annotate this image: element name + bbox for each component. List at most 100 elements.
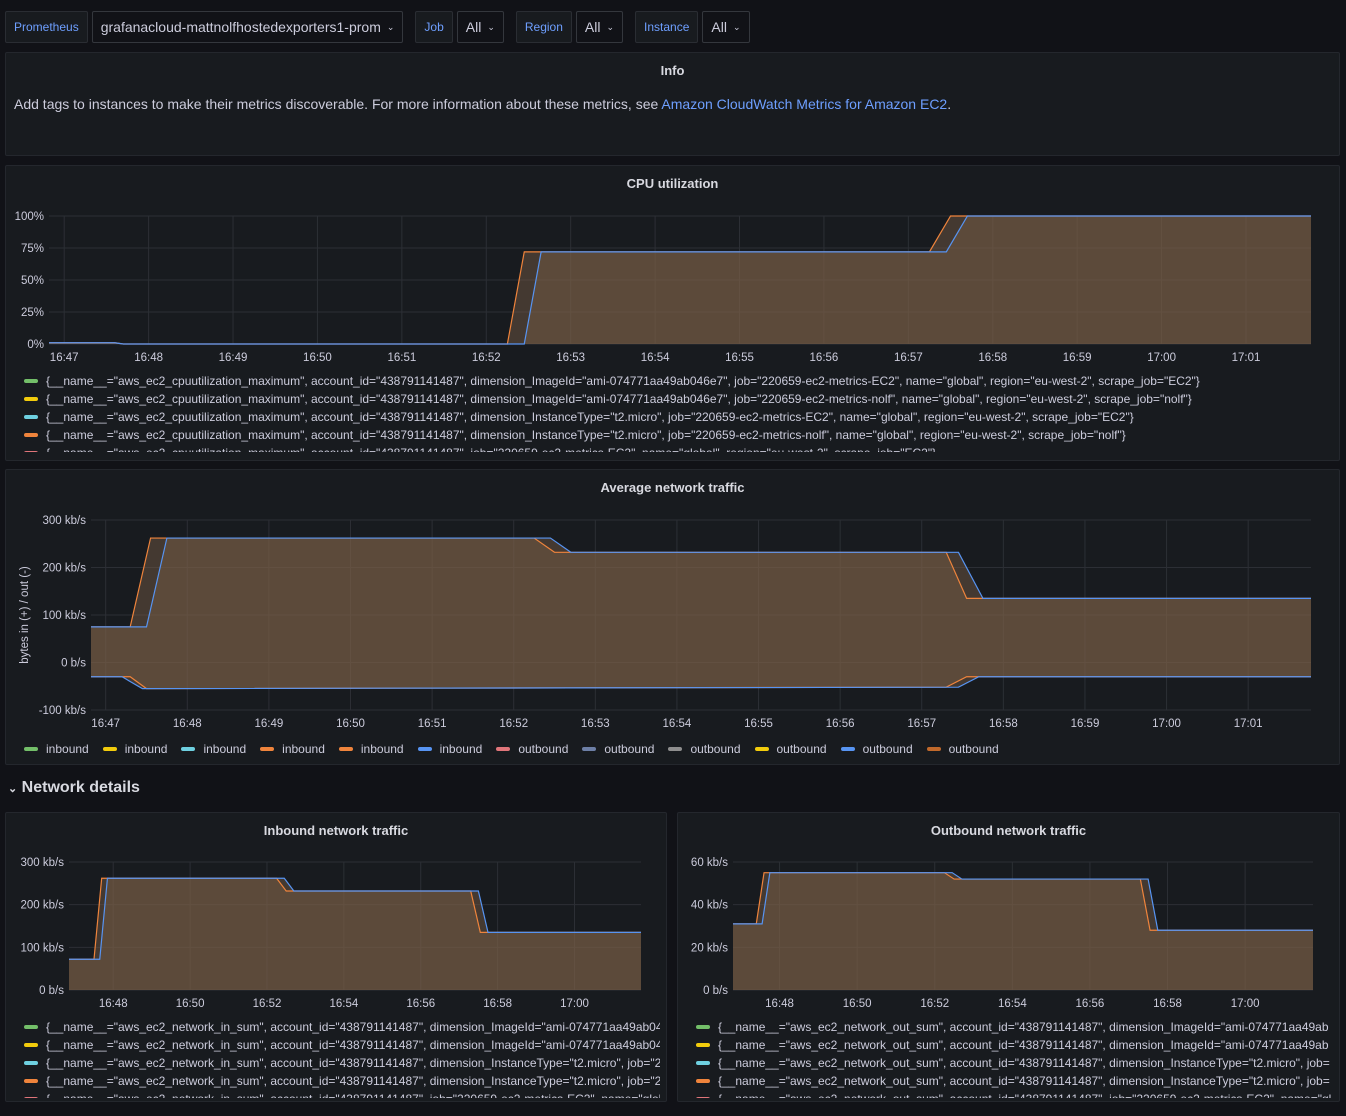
outbound-blue-area — [91, 662, 1311, 689]
legend-item[interactable]: inbound — [181, 740, 246, 758]
legend-item[interactable]: {__name__="aws_ec2_network_in_sum", acco… — [24, 1054, 660, 1072]
in-orange-area — [69, 878, 641, 990]
cpu-blue-area — [49, 216, 1311, 344]
region-select[interactable]: All ⌄ — [575, 11, 624, 43]
x-tick-label: 16:57 — [907, 718, 936, 730]
job-select[interactable]: All ⌄ — [456, 11, 504, 43]
x-tick-label: 16:59 — [1071, 718, 1100, 730]
legend-item[interactable]: {__name__="aws_ec2_cpuutilization_maximu… — [24, 372, 1334, 390]
panel-title: Inbound network traffic — [263, 823, 409, 838]
inbound-network-panel: Inbound network traffic 300 kb/s 200 kb/s… — [5, 812, 667, 1102]
variables-bar: Prometheus grafanacloud-mattnolfhostedex… — [5, 11, 762, 43]
legend-swatch — [24, 415, 38, 419]
legend-item[interactable]: outbound — [926, 740, 999, 758]
legend-item[interactable]: {__name__="aws_ec2_network_in_sum", acco… — [24, 1090, 660, 1098]
info-text: Add tags to instances to make their metr… — [14, 96, 1331, 112]
instance-value: All — [711, 19, 727, 35]
legend-item[interactable]: outbound — [754, 740, 827, 758]
y-tick-label: 40 kb/s — [691, 900, 728, 912]
legend-label: {__name__="aws_ec2_cpuutilization_maximu… — [46, 410, 1134, 424]
region-label: Region — [515, 11, 572, 43]
x-tick-label: 16:55 — [744, 718, 773, 730]
legend-item[interactable]: {__name__="aws_ec2_cpuutilization_maximu… — [24, 426, 1334, 444]
y-tick-label: 100% — [15, 211, 44, 223]
inbound-orange-line — [91, 537, 1311, 628]
cpu-utilization-panel: CPU utilization 100% 75% 50% 25% 0% 16:47 16:4… — [5, 165, 1340, 461]
x-tick-label: 16:54 — [329, 998, 358, 1010]
y-tick-label: 25% — [21, 307, 44, 319]
legend-item[interactable]: inbound — [417, 740, 482, 758]
y-tick-label: 300 kb/s — [43, 515, 87, 527]
legend-item[interactable]: {__name__="aws_ec2_network_out_sum", acc… — [696, 1072, 1332, 1090]
legend-swatch — [24, 379, 38, 383]
legend-label: outbound — [604, 742, 655, 756]
legend-swatch — [696, 1061, 710, 1065]
x-tick-label: 16:59 — [1063, 352, 1092, 364]
legend-label: inbound — [124, 742, 168, 756]
legend-label: outbound — [776, 742, 827, 756]
legend-swatch — [24, 747, 38, 751]
instance-label: Instance — [635, 11, 699, 43]
x-tick-label: 16:52 — [253, 998, 282, 1010]
legend-item[interactable]: {__name__="aws_ec2_cpuutilization_maximu… — [24, 408, 1334, 426]
legend-item[interactable]: inbound — [24, 740, 89, 758]
in-blue-line — [69, 877, 641, 960]
legend-item[interactable]: inbound — [338, 740, 404, 758]
x-tick-label: 16:49 — [255, 718, 284, 730]
y-tick-label: -100 kb/s — [39, 705, 87, 717]
x-tick-label: 16:50 — [303, 352, 332, 364]
legend-swatch — [696, 1079, 710, 1083]
x-tick-label: 17:00 — [1231, 998, 1260, 1010]
datasource-select[interactable]: grafanacloud-mattnolfhostedexporters1-pr… — [91, 11, 404, 43]
legend-item[interactable]: outbound — [840, 740, 913, 758]
cpu-legend: {__name__="aws_ec2_cpuutilization_maximu… — [24, 372, 1334, 452]
legend-item[interactable]: {__name__="aws_ec2_cpuutilization_maximu… — [24, 444, 1334, 452]
legend-item[interactable]: {__name__="aws_ec2_network_out_sum", acc… — [696, 1018, 1332, 1036]
legend-label: outbound — [862, 742, 913, 756]
legend-label: outbound — [948, 742, 999, 756]
network-details-row[interactable]: ⌄ Network details — [8, 779, 140, 797]
legend-label: {__name__="aws_ec2_network_in_sum", acco… — [46, 1090, 660, 1098]
legend-item[interactable]: inbound — [102, 740, 168, 758]
x-tick-label: 17:01 — [1232, 352, 1261, 364]
legend-swatch — [181, 747, 196, 751]
cloudwatch-docs-link[interactable]: Amazon CloudWatch Metrics for Amazon EC2 — [661, 96, 948, 112]
x-tick-label: 16:50 — [843, 998, 872, 1010]
legend-item[interactable]: outbound — [668, 740, 741, 758]
outbound-blue-line — [91, 676, 1311, 690]
avg-network-panel: Average network traffic 300 kb/s 200 kb/s… — [5, 469, 1340, 765]
x-tick-label: 16:58 — [1153, 998, 1182, 1010]
legend-item[interactable]: {__name__="aws_ec2_cpuutilization_maximu… — [24, 390, 1334, 408]
job-value: All — [465, 19, 482, 35]
legend-item[interactable]: {__name__="aws_ec2_network_in_sum", acco… — [24, 1036, 660, 1054]
chevron-down-icon: ⌄ — [606, 22, 615, 32]
x-tick-label: 16:51 — [418, 718, 447, 730]
x-tick-label: 16:58 — [483, 998, 512, 1010]
legend-item[interactable]: {__name__="aws_ec2_network_in_sum", acco… — [24, 1072, 660, 1090]
legend-label: {__name__="aws_ec2_network_out_sum", acc… — [718, 1020, 1329, 1034]
legend-swatch — [754, 747, 769, 751]
y-tick-label: 0% — [27, 339, 44, 351]
x-tick-label: 16:48 — [99, 998, 128, 1010]
legend-item[interactable]: {__name__="aws_ec2_network_out_sum", acc… — [696, 1054, 1332, 1072]
info-panel: Info Add tags to instances to make their… — [5, 52, 1340, 156]
x-tick-label: 16:55 — [725, 352, 754, 364]
x-tick-label: 17:01 — [1234, 718, 1263, 730]
legend-swatch — [696, 1043, 710, 1047]
x-tick-label: 16:53 — [556, 352, 585, 364]
legend-item[interactable]: {__name__="aws_ec2_network_in_sum", acco… — [24, 1018, 660, 1036]
x-tick-label: 17:00 — [1147, 352, 1176, 364]
x-tick-label: 16:56 — [826, 718, 855, 730]
instance-select[interactable]: All ⌄ — [702, 11, 750, 43]
legend-item[interactable]: {__name__="aws_ec2_network_out_sum", acc… — [696, 1090, 1332, 1098]
panel-title: Outbound network traffic — [930, 823, 1087, 838]
legend-item[interactable]: outbound — [496, 740, 568, 758]
x-tick-label: 16:57 — [894, 352, 923, 364]
region-value: All — [584, 19, 601, 35]
datasource-value: grafanacloud-mattnolfhostedexporters1-pr… — [100, 19, 381, 35]
legend-label: inbound — [203, 742, 247, 756]
y-tick-label: 0 b/s — [61, 658, 86, 670]
legend-item[interactable]: {__name__="aws_ec2_network_out_sum", acc… — [696, 1036, 1332, 1054]
legend-item[interactable]: inbound — [260, 740, 325, 758]
legend-item[interactable]: outbound — [582, 740, 654, 758]
